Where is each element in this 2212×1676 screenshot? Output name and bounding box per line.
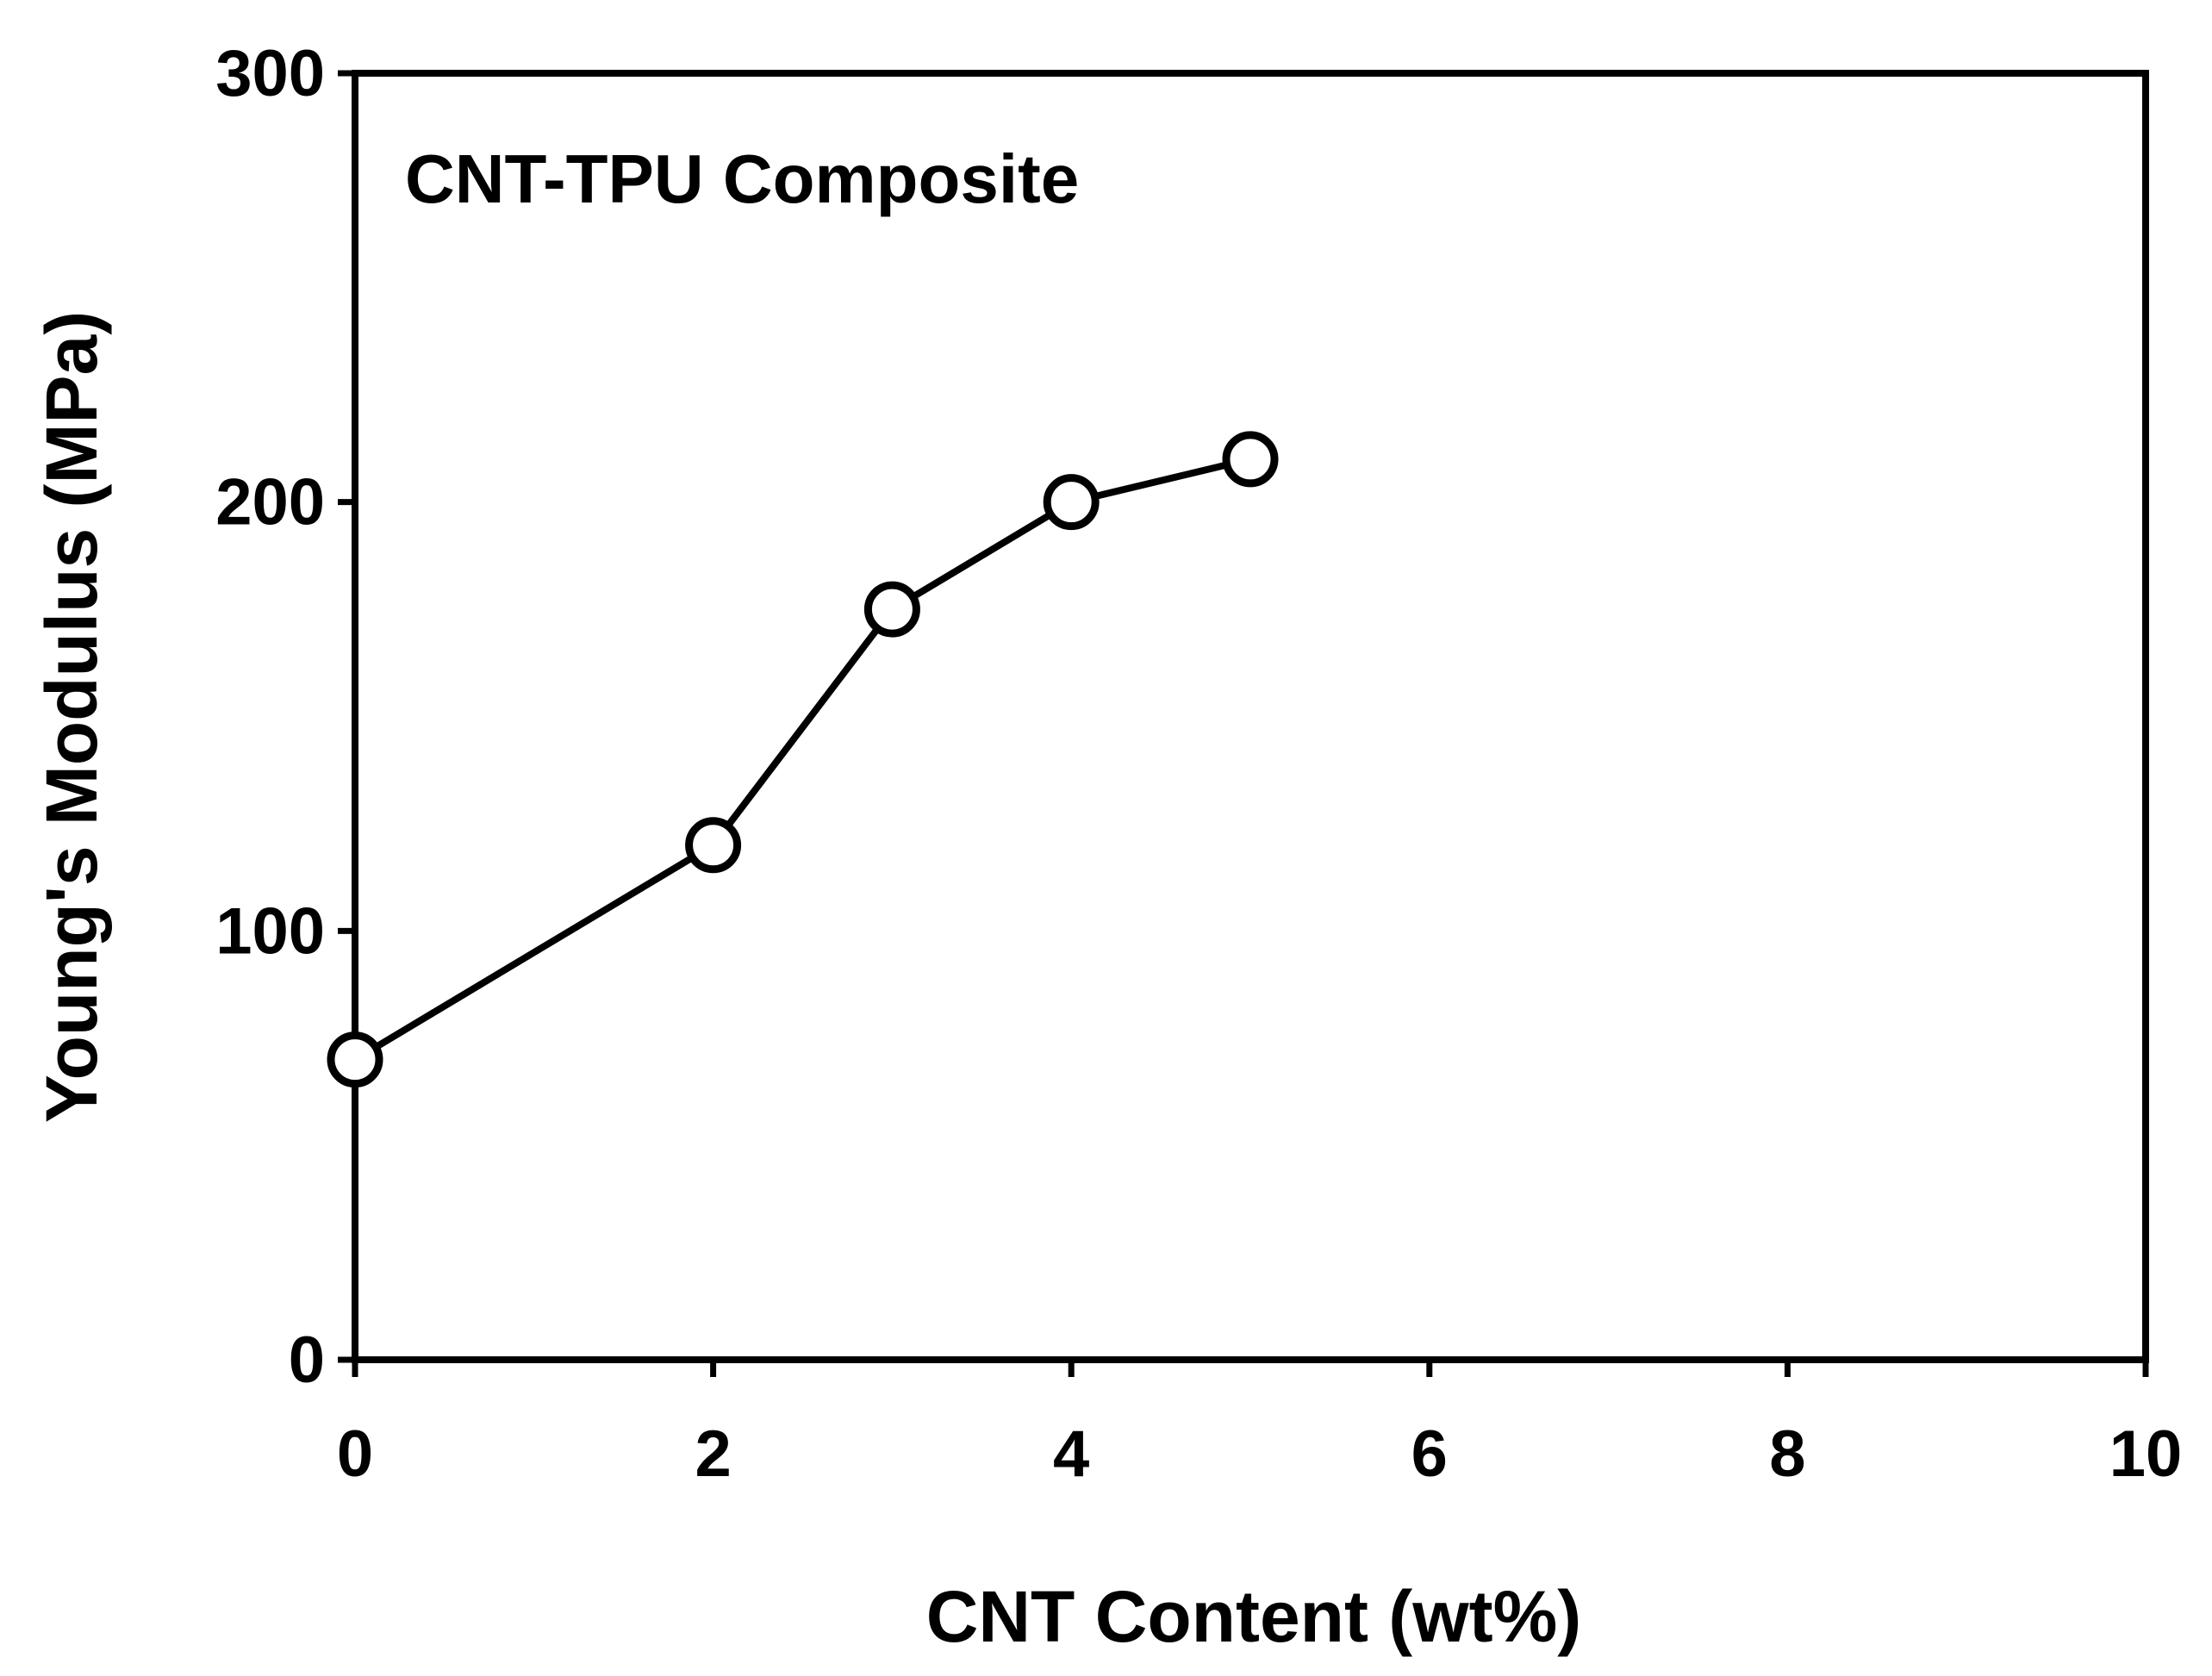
data-point	[1043, 474, 1100, 531]
x-tick-label: 2	[695, 1417, 731, 1491]
x-tick-label: 4	[1053, 1417, 1089, 1491]
y-tick-label: 300	[215, 37, 325, 110]
data-point	[1222, 431, 1279, 488]
y-tick-label: 200	[215, 466, 325, 539]
data-point	[863, 581, 920, 638]
data-point	[327, 1031, 383, 1088]
series-layer	[327, 431, 1279, 1088]
x-tick-label: 10	[2109, 1417, 2183, 1491]
plot-frame	[352, 70, 2149, 1363]
y-tick-label: 100	[215, 894, 325, 968]
y-axis-label: Young's Modulus (MPa)	[31, 311, 112, 1123]
y-tick-label: 0	[289, 1324, 325, 1397]
plot-area-border	[352, 70, 2149, 1363]
x-tick-label: 6	[1411, 1417, 1448, 1491]
chart-annotation: CNT-TPU Composite	[405, 140, 1079, 217]
x-tick-label: 0	[337, 1417, 373, 1491]
x-axis: 0 2 4 6 8 10	[337, 1360, 2182, 1491]
x-tick-label: 8	[1769, 1417, 1805, 1491]
y-axis: 0 100 200 300	[215, 37, 355, 1397]
data-point	[685, 817, 742, 874]
x-axis-label: CNT Content (wt%)	[926, 1576, 1582, 1657]
